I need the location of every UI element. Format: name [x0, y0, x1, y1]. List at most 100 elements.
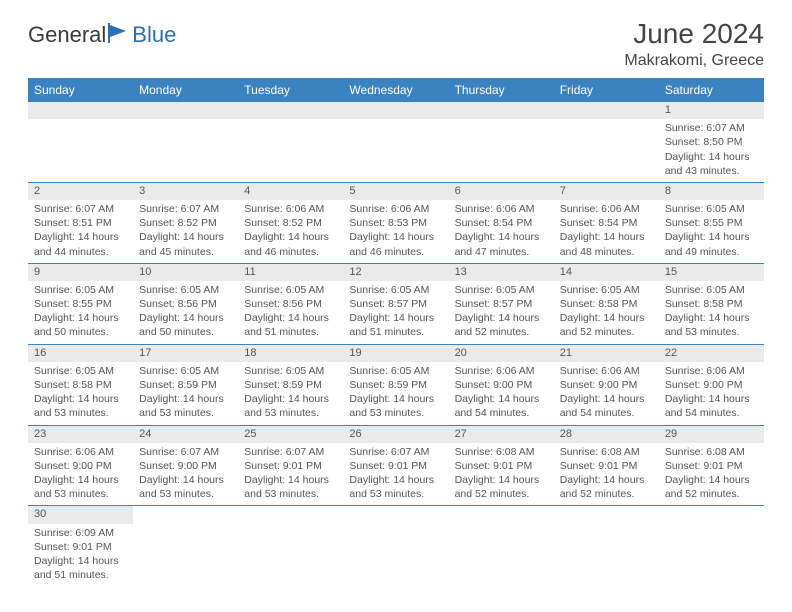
day-line: and 46 minutes.	[244, 245, 337, 259]
weekday-header: Tuesday	[238, 78, 343, 102]
day-content: Sunrise: 6:05 AMSunset: 8:59 PMDaylight:…	[238, 362, 343, 425]
calendar-empty-cell	[28, 102, 133, 182]
day-number: 22	[659, 345, 764, 362]
day-line: and 52 minutes.	[560, 487, 653, 501]
day-line: and 53 minutes.	[665, 325, 758, 339]
day-line: Sunset: 9:00 PM	[455, 378, 548, 392]
calendar-day-cell: 12Sunrise: 6:05 AMSunset: 8:57 PMDayligh…	[343, 263, 448, 344]
day-line: Sunrise: 6:06 AM	[244, 202, 337, 216]
day-line: and 53 minutes.	[34, 406, 127, 420]
calendar-day-cell: 29Sunrise: 6:08 AMSunset: 9:01 PMDayligh…	[659, 425, 764, 506]
day-line: Daylight: 14 hours	[244, 311, 337, 325]
day-content: Sunrise: 6:09 AMSunset: 9:01 PMDaylight:…	[28, 524, 133, 587]
calendar-day-cell: 10Sunrise: 6:05 AMSunset: 8:56 PMDayligh…	[133, 263, 238, 344]
calendar-day-cell: 24Sunrise: 6:07 AMSunset: 9:00 PMDayligh…	[133, 425, 238, 506]
day-number: 13	[449, 264, 554, 281]
calendar-day-cell: 1Sunrise: 6:07 AMSunset: 8:50 PMDaylight…	[659, 102, 764, 182]
day-line: Daylight: 14 hours	[665, 230, 758, 244]
day-line: Sunrise: 6:06 AM	[455, 364, 548, 378]
month-title: June 2024	[624, 18, 764, 50]
day-line: Sunrise: 6:05 AM	[34, 364, 127, 378]
calendar-day-cell: 19Sunrise: 6:05 AMSunset: 8:59 PMDayligh…	[343, 344, 448, 425]
day-line: Sunset: 9:01 PM	[34, 540, 127, 554]
weekday-header: Thursday	[449, 78, 554, 102]
day-line: Sunrise: 6:05 AM	[244, 364, 337, 378]
calendar-day-cell: 6Sunrise: 6:06 AMSunset: 8:54 PMDaylight…	[449, 182, 554, 263]
day-line: Sunset: 8:52 PM	[139, 216, 232, 230]
day-number: 20	[449, 345, 554, 362]
day-line: Sunset: 8:59 PM	[244, 378, 337, 392]
day-line: Sunset: 9:01 PM	[349, 459, 442, 473]
title-block: June 2024 Makrakomi, Greece	[624, 18, 764, 70]
day-content: Sunrise: 6:05 AMSunset: 8:57 PMDaylight:…	[343, 281, 448, 344]
day-line: Sunrise: 6:05 AM	[244, 283, 337, 297]
day-line: Sunset: 9:00 PM	[665, 378, 758, 392]
day-line: Sunset: 9:01 PM	[665, 459, 758, 473]
day-line: Sunrise: 6:07 AM	[34, 202, 127, 216]
day-line: Sunrise: 6:05 AM	[139, 283, 232, 297]
day-content: Sunrise: 6:07 AMSunset: 9:01 PMDaylight:…	[343, 443, 448, 506]
day-line: Sunset: 9:00 PM	[560, 378, 653, 392]
day-line: Daylight: 14 hours	[139, 392, 232, 406]
day-line: Sunrise: 6:07 AM	[665, 121, 758, 135]
day-line: Sunset: 8:52 PM	[244, 216, 337, 230]
day-line: Daylight: 14 hours	[665, 392, 758, 406]
day-line: Sunrise: 6:06 AM	[560, 202, 653, 216]
day-line: Daylight: 14 hours	[244, 230, 337, 244]
day-number: 6	[449, 183, 554, 200]
day-line: Daylight: 14 hours	[349, 311, 442, 325]
day-line: Sunrise: 6:07 AM	[349, 445, 442, 459]
calendar-empty-cell	[133, 102, 238, 182]
day-line: Daylight: 14 hours	[34, 230, 127, 244]
day-number: 29	[659, 426, 764, 443]
day-line: and 53 minutes.	[244, 406, 337, 420]
day-content: Sunrise: 6:06 AMSunset: 9:00 PMDaylight:…	[449, 362, 554, 425]
weekday-header: Saturday	[659, 78, 764, 102]
day-line: and 51 minutes.	[349, 325, 442, 339]
location: Makrakomi, Greece	[624, 52, 764, 70]
day-line: and 45 minutes.	[139, 245, 232, 259]
calendar-table: SundayMondayTuesdayWednesdayThursdayFrid…	[28, 78, 764, 586]
day-line: Sunrise: 6:06 AM	[560, 364, 653, 378]
calendar-week-row: 30Sunrise: 6:09 AMSunset: 9:01 PMDayligh…	[28, 506, 764, 586]
day-number: 21	[554, 345, 659, 362]
logo: General Blue	[28, 22, 176, 48]
day-line: Daylight: 14 hours	[34, 311, 127, 325]
day-line: Sunrise: 6:08 AM	[665, 445, 758, 459]
day-content: Sunrise: 6:06 AMSunset: 8:54 PMDaylight:…	[554, 200, 659, 263]
day-number: 27	[449, 426, 554, 443]
day-line: Sunset: 8:54 PM	[455, 216, 548, 230]
day-number: 11	[238, 264, 343, 281]
empty-day-strip	[554, 102, 659, 119]
day-line: Daylight: 14 hours	[665, 473, 758, 487]
day-line: Sunset: 9:00 PM	[139, 459, 232, 473]
day-line: Daylight: 14 hours	[560, 230, 653, 244]
day-line: and 51 minutes.	[34, 568, 127, 582]
day-line: and 54 minutes.	[455, 406, 548, 420]
calendar-empty-cell	[238, 102, 343, 182]
day-content: Sunrise: 6:05 AMSunset: 8:58 PMDaylight:…	[659, 281, 764, 344]
day-line: Sunset: 8:58 PM	[34, 378, 127, 392]
day-line: Daylight: 14 hours	[349, 230, 442, 244]
day-line: Daylight: 14 hours	[560, 311, 653, 325]
day-line: Daylight: 14 hours	[34, 392, 127, 406]
day-content: Sunrise: 6:08 AMSunset: 9:01 PMDaylight:…	[659, 443, 764, 506]
day-number: 18	[238, 345, 343, 362]
day-content: Sunrise: 6:06 AMSunset: 8:54 PMDaylight:…	[449, 200, 554, 263]
day-content: Sunrise: 6:06 AMSunset: 9:00 PMDaylight:…	[659, 362, 764, 425]
day-number: 26	[343, 426, 448, 443]
day-line: and 46 minutes.	[349, 245, 442, 259]
empty-day-strip	[343, 102, 448, 119]
calendar-empty-cell	[238, 506, 343, 586]
day-number: 9	[28, 264, 133, 281]
day-line: Sunset: 8:56 PM	[244, 297, 337, 311]
day-line: Sunrise: 6:06 AM	[665, 364, 758, 378]
day-content: Sunrise: 6:07 AMSunset: 9:01 PMDaylight:…	[238, 443, 343, 506]
calendar-day-cell: 15Sunrise: 6:05 AMSunset: 8:58 PMDayligh…	[659, 263, 764, 344]
day-line: Sunset: 8:56 PM	[139, 297, 232, 311]
day-line: Sunset: 9:01 PM	[244, 459, 337, 473]
day-line: and 43 minutes.	[665, 164, 758, 178]
day-number: 15	[659, 264, 764, 281]
day-line: Sunrise: 6:05 AM	[139, 364, 232, 378]
day-line: and 53 minutes.	[34, 487, 127, 501]
